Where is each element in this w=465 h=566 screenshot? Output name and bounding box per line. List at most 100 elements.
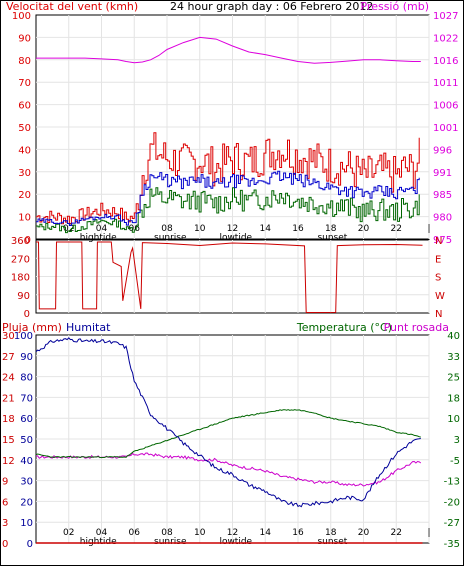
compass-label: W <box>435 291 445 302</box>
compass-label: E <box>435 254 441 265</box>
rain-tick-label: 12 <box>2 456 15 467</box>
chart-title: 24 hour graph day : 06 Febrero 2012 <box>170 0 373 13</box>
pressure-tick-label: 985 <box>433 190 452 201</box>
temperature-tick-label: 3 <box>454 435 460 446</box>
event-label: lowtide <box>219 233 252 243</box>
x-tick-label: 16 <box>292 224 304 234</box>
pressure-tick-label: 1027 <box>433 11 458 22</box>
event-label: sunrise <box>154 233 187 243</box>
x-tick-label: 10 <box>194 224 206 234</box>
compass-label: N <box>435 236 442 247</box>
rain-humidity-temp-series <box>35 337 423 544</box>
wind-pressure-panel: Velocitat del vent (kmh) 24 hour graph d… <box>6 0 458 246</box>
temperature-tick-label: 18 <box>447 393 460 404</box>
pressure-ticks: 975 980 985 991 996 1001 1006 1011 1016 1022 1027 <box>433 11 458 246</box>
wind-direction-line <box>36 241 423 314</box>
wind-speed-tick-label: 60 <box>18 101 31 112</box>
rain-tick-label: 9 <box>2 477 8 488</box>
rain-tick-label: 18 <box>2 414 15 425</box>
pressure-axis-label: Pressió (mb) <box>360 0 429 13</box>
x-tick-label: 04 <box>96 224 108 234</box>
humidity-tick-label: 60 <box>20 414 33 425</box>
x-tick-label: 22 <box>391 528 402 538</box>
wind-speed-tick-label: 0 <box>25 235 31 246</box>
pressure-tick-label: 1022 <box>433 33 458 44</box>
event-label: sunset <box>317 537 347 547</box>
dewpoint-axis-label: Punt rosada <box>384 321 449 334</box>
wind-speed-tick-label: 90 <box>18 33 31 44</box>
temperature-axis-label: Temperatura (°C) <box>296 321 392 334</box>
temperature-tick-label: 25 <box>447 373 460 384</box>
x-tick-label: 02 <box>63 224 74 234</box>
x-tick-label: 08 <box>161 224 173 234</box>
wind-gust-line <box>36 132 420 225</box>
event-label: sunrise <box>154 537 187 547</box>
x-tick-label: 18 <box>325 224 337 234</box>
humidity-ticks: 0 10 20 30 40 50 60 70 80 90 100 <box>14 331 33 550</box>
temperature-tick-label: -20 <box>444 497 460 508</box>
pressure-tick-label: 980 <box>433 213 452 224</box>
temperature-tick-label: -35 <box>444 539 460 550</box>
humidity-tick-label: 100 <box>14 331 33 342</box>
pressure-tick-label: 1006 <box>433 101 458 112</box>
x-tick-label: 04 <box>96 528 108 538</box>
humidity-tick-label: 30 <box>20 477 33 488</box>
pressure-tick-label: 996 <box>433 145 452 156</box>
event-label: lowtide <box>219 537 252 547</box>
x-tick-label: 16 <box>292 528 304 538</box>
direction-degree-label: 270 <box>11 254 30 265</box>
temperature-tick-label: 33 <box>447 352 460 363</box>
rain-tick-label: 3 <box>2 518 8 529</box>
event-label: hightide <box>80 537 117 547</box>
humidity-tick-label: 90 <box>20 352 33 363</box>
temperature-ticks: -35 -27 -20 -13 -5 3 10 18 25 33 40 <box>444 331 460 550</box>
wind-pressure-series <box>36 36 421 234</box>
x-tick-label: 14 <box>260 224 272 234</box>
x-tick-label: | <box>427 528 430 538</box>
wind-speed-tick-label: 100 <box>12 11 31 22</box>
temperature-line <box>35 409 421 459</box>
x-tick-label: 12 <box>227 528 238 538</box>
pressure-tick-label: 1016 <box>433 56 458 67</box>
temperature-tick-label: -27 <box>444 518 460 529</box>
wind-speed-tick-label: 50 <box>18 123 31 134</box>
rain-ticks: 0 3 6 9 12 15 18 21 24 27 30 <box>2 331 15 550</box>
event-label: sunset <box>317 233 347 243</box>
wind-speed-tick-label: 20 <box>18 190 31 201</box>
wind-speed-tick-label: 40 <box>18 145 31 156</box>
wind-direction-series <box>36 241 423 314</box>
wind-speed-tick-label: 70 <box>18 78 31 89</box>
pressure-tick-label: 1011 <box>433 78 458 89</box>
direction-degree-ticks: 0 90 180 270 360 <box>11 236 30 320</box>
wind-speed-tick-label: 30 <box>18 168 31 179</box>
event-label: hightide <box>80 233 117 243</box>
humidity-tick-label: 70 <box>20 393 33 404</box>
humidity-axis-label: Humitat <box>66 321 111 334</box>
wind-time-ticks: 02 04 06 08 10 12 14 16 18 20 22 | hightide sunrise lo… <box>63 224 431 243</box>
direction-plot-grid <box>36 240 430 313</box>
humidity-tick-label: 10 <box>20 518 33 529</box>
temperature-tick-label: 40 <box>447 331 460 342</box>
humidity-tick-label: 50 <box>20 435 33 446</box>
x-tick-label: 22 <box>391 224 402 234</box>
wind-speed-tick-label: 10 <box>18 213 31 224</box>
x-tick-label: 10 <box>194 528 206 538</box>
rain-tick-label: 15 <box>2 435 15 446</box>
rain-tick-label: 27 <box>2 352 15 363</box>
wind-speed-axis-label: Velocitat del vent (kmh) <box>6 0 138 13</box>
rain-tick-label: 6 <box>2 497 8 508</box>
rain-tick-label: 24 <box>2 373 15 384</box>
direction-degree-label: 360 <box>11 236 30 247</box>
x-tick-label: 18 <box>325 528 337 538</box>
humidity-line <box>35 337 421 508</box>
rain-tick-label: 30 <box>2 331 15 342</box>
x-tick-label: 06 <box>129 224 141 234</box>
x-tick-label: 20 <box>358 528 370 538</box>
x-tick-label: 02 <box>63 528 74 538</box>
pressure-tick-label: 1001 <box>433 123 458 134</box>
x-tick-label: 08 <box>161 528 173 538</box>
temperature-tick-label: -5 <box>450 456 460 467</box>
